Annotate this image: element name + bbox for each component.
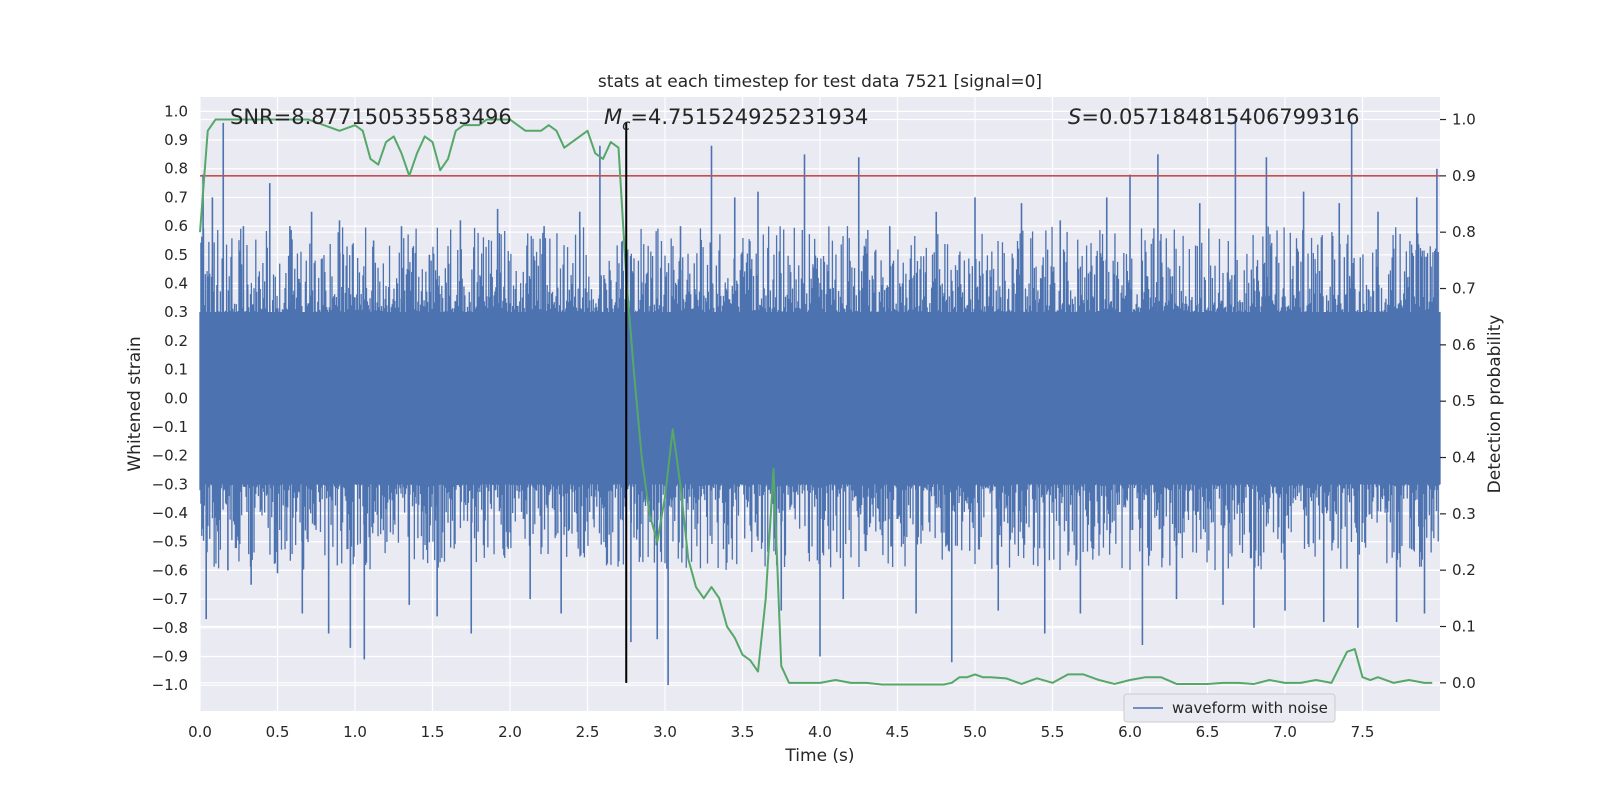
y-left-tick-label: 1.0: [164, 102, 188, 120]
probability-series: [199, 118, 1433, 686]
x-tick-label: 6.5: [1196, 723, 1220, 741]
y-left-tick-label: 0.9: [164, 131, 188, 149]
y-left-tick-label: 0.0: [164, 389, 188, 407]
y-right-tick-label: 0.8: [1452, 223, 1476, 241]
y-left-tick-label: 0.6: [164, 217, 188, 235]
x-tick-label: 0.5: [266, 723, 290, 741]
x-tick-label: 4.5: [886, 723, 910, 741]
y-left-tick-label: −0.8: [152, 619, 188, 637]
y-axis-left-label: Whitened strain: [125, 336, 145, 471]
y-left-tick-label: −0.6: [152, 561, 188, 579]
chart-title: stats at each timestep for test data 752…: [598, 72, 1042, 92]
x-tick-label: 5.0: [963, 723, 987, 741]
x-tick-label: 1.0: [343, 723, 367, 741]
s-symbol: S: [1068, 105, 1081, 129]
x-tick-label: 6.0: [1118, 723, 1142, 741]
mc-symbol: M: [604, 105, 622, 129]
y-axis-right: 1.0 0.9 0.8 0.7 0.6 0.5 0.4 0.3 0.2 0.1 0.0: [1440, 111, 1476, 692]
x-tick-label: 2.5: [576, 723, 600, 741]
y-left-tick-label: 0.7: [164, 188, 188, 206]
y-left-tick-label: −1.0: [152, 676, 188, 694]
y-right-tick-label: 0.3: [1452, 505, 1476, 523]
x-tick-label: 0.0: [188, 723, 212, 741]
y-left-tick-label: 0.4: [164, 274, 188, 292]
y-right-tick-label: 0.4: [1452, 449, 1476, 467]
x-axis: 0.0 0.5 1.0 1.5 2.0 2.5 3.0 3.5 4.0 4.5 5.0 5.5 6.0 6…: [188, 723, 1374, 741]
x-tick-label: 7.5: [1351, 723, 1375, 741]
snr-annotation: SNR=8.877150535583496: [230, 105, 512, 129]
x-axis-label: Time (s): [784, 746, 854, 766]
y-left-tick-label: −0.2: [152, 447, 188, 465]
y-right-tick-label: 0.6: [1452, 336, 1476, 354]
y-axis-left: 1.0 0.9 0.8 0.7 0.6 0.5 0.4 0.3 0.2 0.1 0.0 −0.1 −0.…: [152, 102, 188, 694]
y-left-tick-label: −0.3: [152, 475, 188, 493]
mc-value: =4.751524925231934: [630, 105, 868, 129]
y-left-tick-label: −0.4: [152, 504, 188, 522]
x-tick-label: 3.5: [731, 723, 755, 741]
x-tick-label: 1.5: [421, 723, 445, 741]
x-tick-label: 2.0: [498, 723, 522, 741]
y-right-tick-label: 0.7: [1452, 280, 1476, 298]
x-tick-label: 4.0: [808, 723, 832, 741]
y-right-tick-label: 0.9: [1452, 167, 1476, 185]
legend-box: [1123, 693, 1336, 723]
y-left-tick-label: 0.3: [164, 303, 188, 321]
y-left-tick-label: 0.5: [164, 246, 188, 264]
s-value: =0.057184815406799316: [1081, 105, 1359, 129]
probability-line: [199, 118, 1433, 686]
x-tick-label: 3.0: [653, 723, 677, 741]
mc-subscript: c: [622, 116, 631, 134]
y-right-tick-label: 0.0: [1452, 674, 1476, 692]
chirp-mass-annotation: Mc=4.751524925231934: [604, 105, 868, 134]
y-right-tick-label: 1.0: [1452, 111, 1476, 129]
y-right-tick-label: 0.2: [1452, 561, 1476, 579]
y-axis-right-label: Detection probability: [1485, 315, 1505, 494]
y-left-tick-label: 0.8: [164, 160, 188, 178]
y-left-tick-label: −0.5: [152, 533, 188, 551]
y-left-tick-label: 0.1: [164, 361, 188, 379]
x-tick-label: 5.5: [1041, 723, 1065, 741]
legend-label: waveform with noise: [1172, 699, 1328, 717]
waveform-series: [199, 117, 1441, 686]
legend: waveform with noise: [1123, 693, 1336, 723]
y-left-tick-label: −0.7: [152, 590, 188, 608]
y-left-tick-label: −0.9: [152, 647, 188, 665]
y-left-tick-label: −0.1: [152, 418, 188, 436]
y-right-tick-label: 0.1: [1452, 618, 1476, 636]
y-left-tick-label: 0.2: [164, 332, 188, 350]
x-tick-label: 7.0: [1273, 723, 1297, 741]
s-annotation: S=0.057184815406799316: [1068, 105, 1359, 129]
y-right-tick-label: 0.5: [1452, 392, 1476, 410]
